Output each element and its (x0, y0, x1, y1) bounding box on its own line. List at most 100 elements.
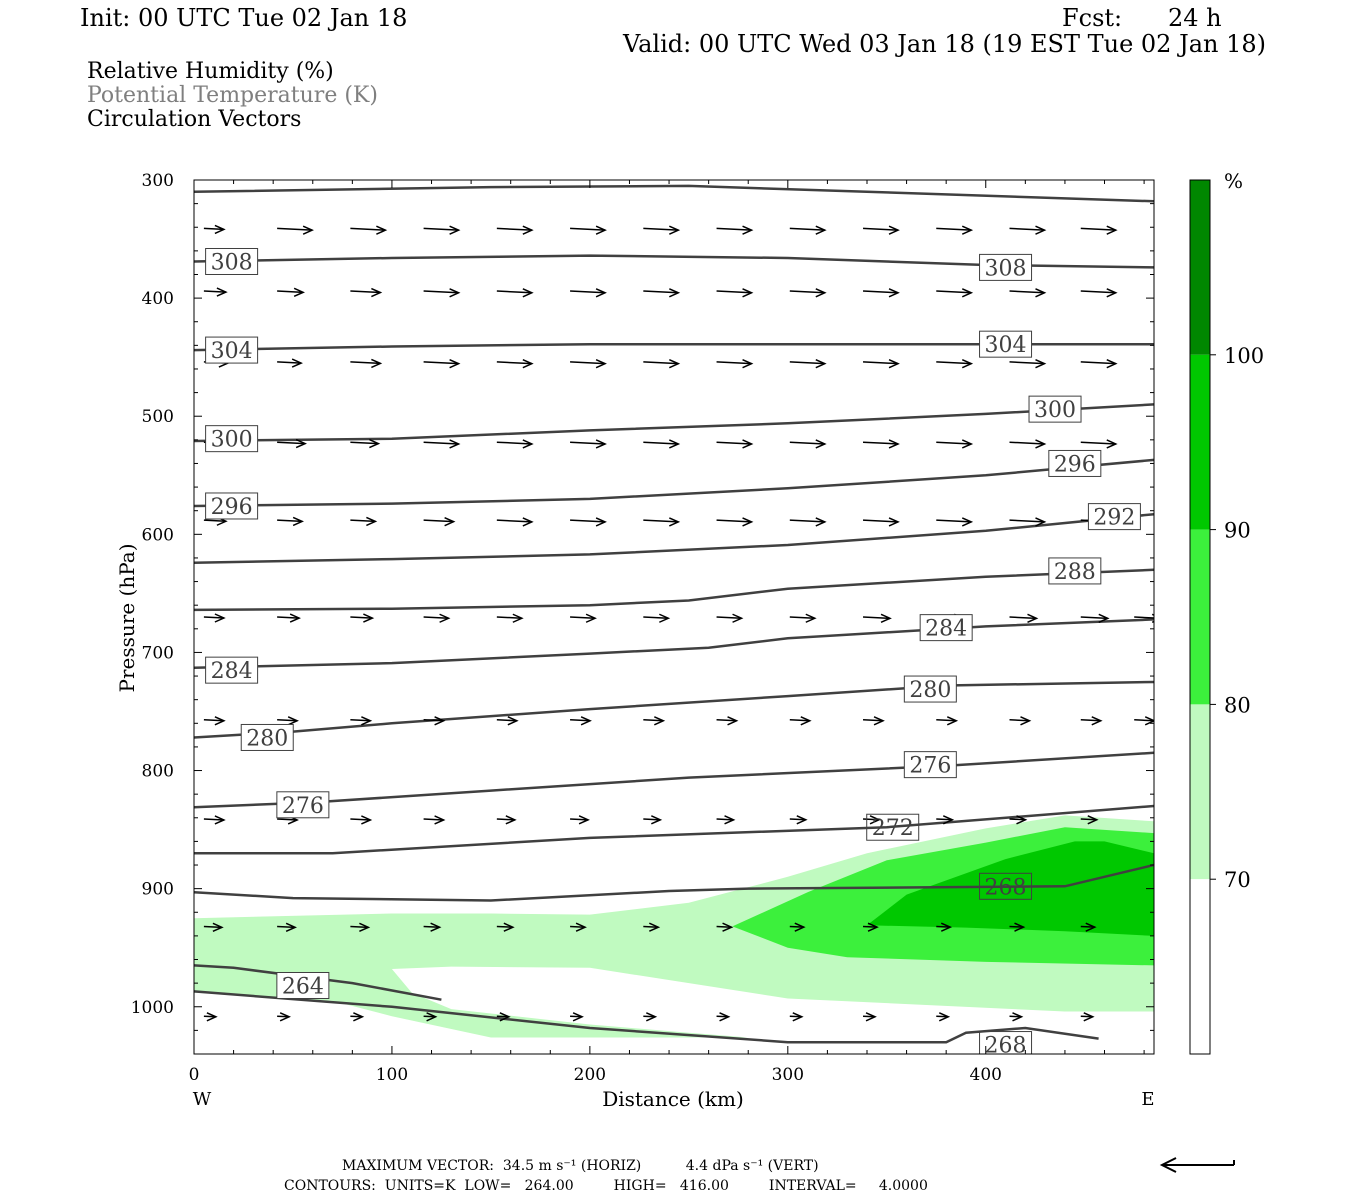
colorbar-band-100 (1190, 180, 1210, 355)
vector-arrow (862, 922, 879, 932)
vector-arrow (936, 815, 955, 825)
vector-arrow (1009, 613, 1039, 624)
plot-frame (193, 179, 1155, 1055)
colorbar-band-80 (1190, 529, 1210, 705)
svg-text:300: 300 (1034, 398, 1076, 423)
vector-arrow (203, 613, 226, 623)
x-tick-label: 400 (970, 1065, 1002, 1085)
theta-contour-292 (194, 512, 1154, 564)
vector-arrow (716, 358, 754, 369)
vector-arrow (423, 1012, 438, 1022)
vector-arrow (496, 517, 534, 527)
svg-text:308: 308 (985, 256, 1027, 281)
vector-arrow (862, 517, 900, 527)
vector-arrow (643, 716, 666, 726)
svg-text:300: 300 (211, 428, 253, 453)
vector-arrow (1080, 716, 1103, 726)
vector-arrow (496, 815, 517, 825)
svg-text:296: 296 (1054, 452, 1096, 477)
legend-rh: Relative Humidity (%) (87, 59, 334, 84)
vector-arrow (716, 815, 736, 825)
vector-arrow (643, 922, 661, 932)
contour-label-276: 276 (276, 791, 330, 819)
vector-arrow (1153, 228, 1154, 230)
x-axis-east-label: E (1141, 1089, 1154, 1110)
theta-contour-300 (194, 403, 1154, 443)
y-tick-label: 600 (142, 525, 174, 545)
vector-arrow (1080, 288, 1118, 298)
vector-arrow (789, 517, 827, 527)
vector-arrow (350, 815, 373, 825)
x-axis-title: Distance (km) (602, 1087, 744, 1111)
contours-note: CONTOURS: UNITS=K LOW= 264.00 HIGH= 416.… (284, 1178, 928, 1194)
vector-arrow (862, 225, 900, 235)
vector-arrow (1009, 716, 1032, 726)
vector-arrow (423, 922, 442, 932)
contour-label-268: 268 (979, 872, 1033, 900)
vector-arrow (203, 922, 224, 933)
vector-arrow (716, 716, 739, 726)
vector-arrow (1153, 520, 1154, 521)
theta-contour-272 (194, 804, 1154, 855)
contour-label-276: 276 (903, 751, 957, 779)
contour-label-304: 304 (979, 330, 1033, 358)
vector-arrow (1009, 225, 1047, 235)
vector-arrow (277, 358, 303, 368)
vector-arrow (496, 225, 534, 235)
vector-arrow (350, 516, 378, 527)
vector-arrow (643, 358, 681, 369)
vector-arrow (350, 438, 381, 449)
vector-arrow (277, 438, 307, 449)
contour-label-280: 280 (240, 723, 294, 751)
vector-arrow (716, 613, 744, 623)
vector-arrow (862, 716, 885, 726)
max-vector-note: MAXIMUM VECTOR: 34.5 m s⁻¹ (HORIZ) 4.4 d… (342, 1158, 819, 1174)
colorbar-tick-label: 90 (1224, 519, 1251, 543)
vector-arrow (496, 922, 515, 932)
vector-arrow (203, 716, 226, 726)
x-axis-west-label: W (193, 1089, 212, 1110)
vector-arrow (1009, 358, 1047, 369)
y-tick-label: 800 (142, 762, 174, 782)
svg-text:304: 304 (211, 339, 253, 364)
vector-arrow (716, 517, 754, 527)
vector-arrow (643, 288, 681, 298)
vector-arrow (643, 613, 671, 623)
vector-arrow (862, 288, 900, 298)
forecast-label: Fcst: (1062, 4, 1122, 32)
vector-arrow (936, 922, 953, 932)
vector-arrow (570, 439, 607, 449)
svg-text:276: 276 (909, 754, 951, 779)
vector-arrow (936, 716, 959, 726)
svg-text:308: 308 (211, 250, 253, 275)
vector-arrow (496, 288, 534, 298)
vector-arrow (496, 613, 524, 623)
contour-label-292: 292 (1087, 503, 1141, 531)
vector-arrow (350, 716, 373, 726)
theta-contour-280 (194, 680, 1154, 739)
contour-label-296: 296 (1048, 449, 1102, 477)
colorbar-unit: % (1224, 169, 1243, 193)
theta-contour-312 (194, 184, 1154, 203)
x-tick-label: 0 (189, 1065, 200, 1085)
vector-arrow (936, 225, 974, 235)
vector-arrow (277, 613, 301, 623)
vector-arrow (862, 439, 900, 449)
vector-arrow (1080, 439, 1118, 449)
vector-arrow (423, 516, 456, 527)
vector-arrow (862, 613, 892, 624)
vector-arrow (643, 225, 681, 235)
theta-contour-296 (194, 458, 1154, 508)
vector-arrow (1134, 716, 1154, 726)
svg-text:304: 304 (985, 333, 1027, 358)
vector-arrow (203, 224, 226, 235)
colorbar-band-70 (1190, 704, 1210, 880)
vector-arrow (496, 1012, 511, 1022)
svg-text:268: 268 (985, 1034, 1027, 1059)
vector-arrow (789, 716, 812, 726)
y-axis-title: Pressure (hPa) (115, 544, 139, 693)
vector-arrow (789, 922, 806, 932)
vector-arrow (277, 1012, 291, 1022)
vector-arrow (862, 1012, 877, 1022)
colorbar-tick-label: 80 (1224, 693, 1251, 717)
